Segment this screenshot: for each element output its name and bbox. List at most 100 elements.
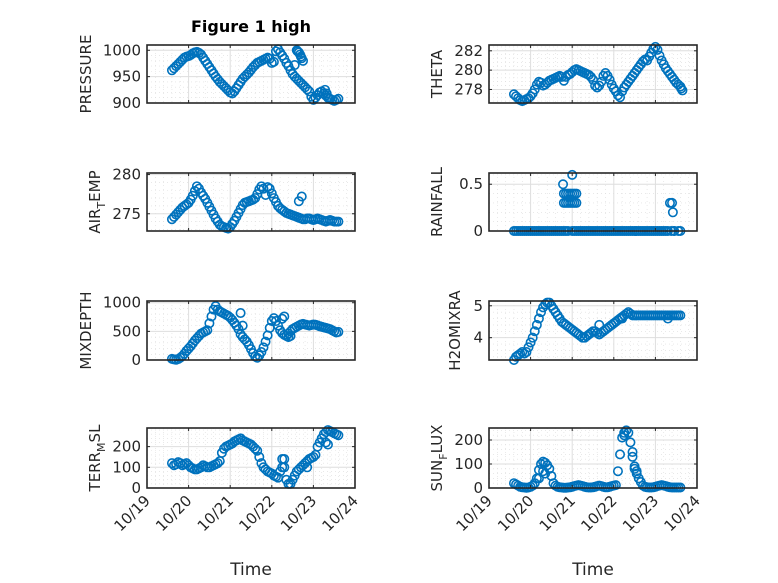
- y-tick-label: 1000: [103, 294, 141, 312]
- data-point: [523, 342, 534, 353]
- data-point: [667, 207, 678, 218]
- data-point: [517, 347, 528, 358]
- y-tick-label: 0: [473, 479, 483, 497]
- data-point: [212, 458, 223, 469]
- data-point: [266, 316, 277, 327]
- data-point: [235, 308, 246, 319]
- data-point: [254, 451, 265, 462]
- data-series: [166, 44, 344, 106]
- data-point: [621, 425, 632, 436]
- data-point: [277, 313, 288, 324]
- data-point: [252, 445, 263, 456]
- y-tick-label: 282: [454, 42, 483, 60]
- data-point: [279, 462, 290, 473]
- y-tick-label: 100: [112, 458, 141, 476]
- y-tick-label: 200: [454, 431, 483, 449]
- axes-box: [488, 427, 698, 489]
- axes-mixdepth: 0 500 1000 MIXDEPTH: [77, 291, 356, 370]
- data-point: [533, 313, 544, 324]
- data-point: [285, 330, 296, 341]
- data-point: [264, 183, 275, 194]
- data-point: [187, 190, 198, 201]
- axes-rainfall: 0 0.5 RAINFALL: [428, 166, 698, 240]
- data-point: [515, 348, 526, 359]
- data-point: [571, 197, 582, 208]
- data-point: [268, 56, 279, 67]
- data-point: [610, 480, 621, 491]
- data-series: [166, 301, 344, 365]
- data-point: [540, 468, 551, 479]
- data-point: [677, 85, 688, 96]
- y-axis-label: TERRMSL: [86, 424, 108, 493]
- axes-title: Figure 1 high: [191, 17, 311, 36]
- y-tick-label: 1000: [103, 41, 141, 59]
- data-point: [297, 55, 308, 66]
- y-axis-label: MIXDEPTH: [77, 291, 95, 369]
- data-point: [321, 88, 332, 99]
- data-point: [531, 319, 542, 330]
- data-point: [619, 430, 630, 441]
- y-axis-label: AIRTEMP: [86, 170, 108, 233]
- y-tick-label: 0: [473, 222, 483, 240]
- data-point: [270, 316, 281, 327]
- data-point: [302, 84, 313, 95]
- y-tick-label: 0: [131, 479, 141, 497]
- data-point: [654, 50, 665, 61]
- data-point: [302, 462, 313, 473]
- data-point: [627, 446, 638, 457]
- axes-background: [489, 428, 697, 488]
- data-point: [204, 318, 215, 329]
- y-axis-label: RAINFALL: [428, 166, 446, 237]
- y-tick-label: 100: [454, 455, 483, 473]
- data-point: [258, 342, 269, 353]
- data-point: [266, 188, 277, 199]
- y-axis-label: PRESSURE: [77, 35, 95, 114]
- axes-box: [146, 172, 356, 232]
- y-tick-label: 200: [112, 438, 141, 456]
- y-tick-label: 280: [112, 166, 141, 184]
- axes-pressure: 900 950 1000 PRESSURE Figure 1 high: [77, 17, 356, 114]
- y-tick-label: 278: [454, 80, 483, 98]
- axes-box: [488, 172, 698, 232]
- data-point: [304, 86, 315, 97]
- data-point: [675, 310, 686, 321]
- data-point: [529, 326, 540, 337]
- data-point: [533, 473, 544, 484]
- data-point: [625, 437, 636, 448]
- data-point: [594, 319, 605, 330]
- data-point: [250, 443, 261, 454]
- data-point: [527, 480, 538, 491]
- data-point: [256, 346, 267, 357]
- axes-box: [488, 44, 698, 104]
- axes-h2omixra: 4 5 H2OMIXRA: [446, 290, 698, 371]
- data-point: [631, 466, 642, 477]
- y-tick-label: 0.5: [459, 175, 483, 193]
- data-point: [615, 449, 626, 460]
- y-tick-label: 900: [112, 94, 141, 112]
- data-point: [202, 325, 213, 336]
- axes-background: [489, 173, 697, 231]
- data-point: [333, 216, 344, 227]
- axes-box: [488, 300, 698, 361]
- data-point: [527, 332, 538, 343]
- data-point: [296, 191, 307, 202]
- y-axis-label: H2OMIXRA: [446, 290, 464, 371]
- data-point: [333, 326, 344, 337]
- data-point: [289, 60, 300, 71]
- x-axis-label: Time: [229, 560, 272, 580]
- data-point: [558, 188, 569, 199]
- data-point: [322, 439, 333, 450]
- y-tick-label: 5: [473, 297, 483, 315]
- y-axis-label: THETA: [428, 49, 446, 99]
- data-point: [260, 336, 271, 347]
- data-point: [667, 197, 678, 208]
- data-point: [662, 313, 673, 324]
- data-point: [535, 307, 546, 318]
- y-tick-label: 950: [112, 68, 141, 86]
- y-tick-label: 280: [454, 61, 483, 79]
- axes-box: [146, 300, 356, 361]
- data-point: [676, 83, 687, 94]
